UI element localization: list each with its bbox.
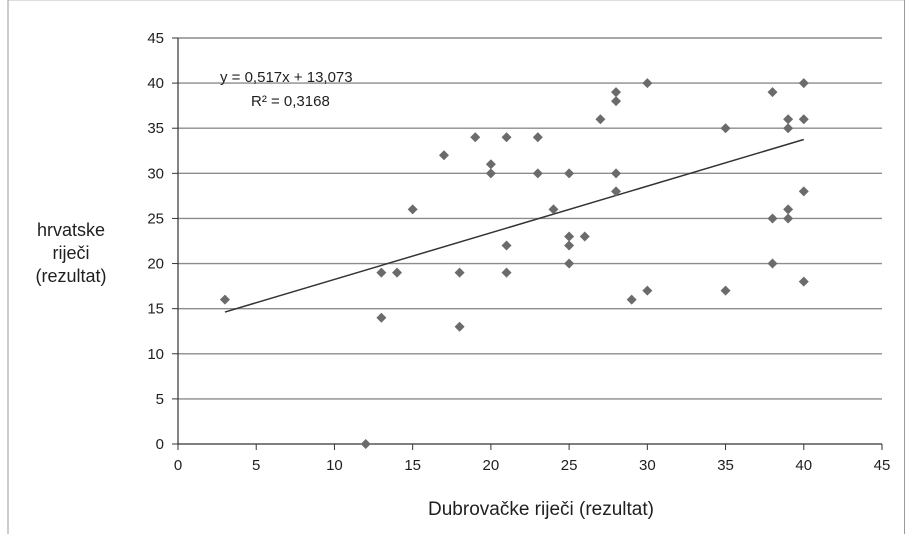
r-squared-label: R² = 0,3168 xyxy=(251,93,330,110)
tick-labels: 0 5 10 15 20 25 30 35 40 45 0 5 10 15 20 25 30 35 40 45 xyxy=(147,30,890,474)
y-tick-label: 40 xyxy=(147,75,164,92)
y-axis-label-line-2: riječi xyxy=(52,243,89,263)
x-tick-label: 15 xyxy=(404,457,421,474)
data-point xyxy=(485,168,496,179)
y-tick-label: 35 xyxy=(147,120,164,137)
y-tick-label: 20 xyxy=(147,256,164,273)
data-point xyxy=(360,439,371,449)
data-point xyxy=(798,78,809,89)
x-axis-label: Dubrovačke riječi (rezultat) xyxy=(428,499,654,520)
data-point xyxy=(532,132,543,143)
y-tick-label: 25 xyxy=(147,210,164,227)
data-point xyxy=(454,321,465,332)
data-point xyxy=(407,204,418,215)
data-point xyxy=(501,240,512,251)
data-point xyxy=(485,159,496,170)
data-point xyxy=(579,231,590,242)
x-tick-label: 40 xyxy=(795,457,812,474)
data-point xyxy=(454,267,465,278)
data-point xyxy=(783,213,794,224)
data-point xyxy=(376,267,387,278)
y-tick-label: 10 xyxy=(147,346,164,363)
data-point xyxy=(376,312,387,323)
data-point xyxy=(611,168,622,179)
data-point xyxy=(798,276,809,287)
data-point xyxy=(798,114,809,125)
data-point xyxy=(626,294,637,305)
x-tick-label: 20 xyxy=(483,457,500,474)
trendline-group xyxy=(224,138,804,313)
data-point xyxy=(501,267,512,278)
y-tick-label: 15 xyxy=(147,301,164,318)
x-tick-label: 0 xyxy=(174,457,182,474)
axes xyxy=(172,37,883,450)
data-point xyxy=(783,114,794,125)
data-point xyxy=(720,285,731,296)
y-axis-label-line-1: hrvatske xyxy=(37,220,105,240)
data-point xyxy=(548,204,559,215)
data-point xyxy=(470,132,481,143)
data-point xyxy=(783,204,794,215)
y-tick-label: 45 xyxy=(147,30,164,47)
data-point xyxy=(564,240,575,251)
data-point xyxy=(564,168,575,179)
x-tick-label: 10 xyxy=(326,457,343,474)
data-point xyxy=(611,87,622,98)
gridlines xyxy=(178,37,882,400)
data-point xyxy=(219,294,230,305)
data-point xyxy=(611,96,622,107)
x-tick-label: 30 xyxy=(639,457,656,474)
data-points xyxy=(219,78,809,449)
x-tick-label: 5 xyxy=(252,457,260,474)
y-tick-label: 5 xyxy=(156,391,164,408)
x-tick-label: 45 xyxy=(874,457,891,474)
data-point xyxy=(798,186,809,197)
data-point xyxy=(642,78,653,89)
data-point xyxy=(767,213,778,224)
data-point xyxy=(642,285,653,296)
y-tick-label: 30 xyxy=(147,165,164,182)
trendline-equation: y = 0,517x + 13,073 xyxy=(220,69,353,86)
data-point xyxy=(438,150,449,161)
data-point xyxy=(783,123,794,134)
data-point xyxy=(501,132,512,143)
data-point xyxy=(767,87,778,98)
data-point xyxy=(720,123,731,134)
x-tick-label: 25 xyxy=(561,457,578,474)
trendline xyxy=(224,138,804,313)
data-point xyxy=(595,114,606,125)
data-point xyxy=(392,267,403,278)
data-point xyxy=(611,186,622,197)
data-point xyxy=(564,258,575,269)
data-point xyxy=(532,168,543,179)
y-tick-label: 0 xyxy=(156,436,164,453)
data-point xyxy=(767,258,778,269)
y-axis-label-line-3: (rezultat) xyxy=(35,266,106,286)
x-tick-label: 35 xyxy=(717,457,734,474)
data-point xyxy=(564,231,575,242)
